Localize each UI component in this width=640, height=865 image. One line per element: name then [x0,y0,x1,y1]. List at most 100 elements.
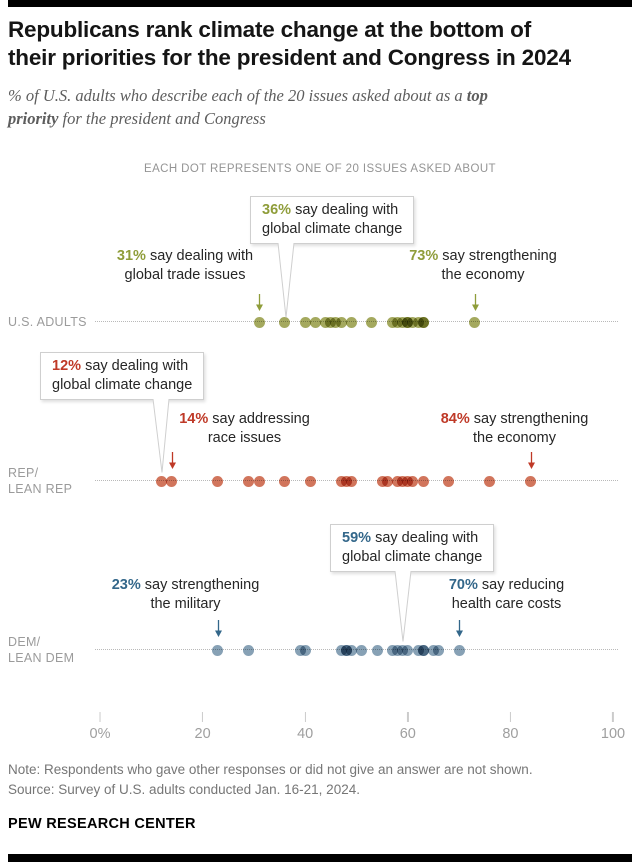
subtitle-bold: priority [8,109,59,128]
annotation-arrow-dem-health [455,620,463,637]
row-label-text: DEM/ [8,635,41,649]
dot-dem-49 [345,644,357,656]
dot-rep-49 [345,475,357,487]
callout-text: say dealing with [295,202,399,218]
dot-us-adults-36 [279,316,291,328]
x-axis: 0% 20 40 60 80 100 [0,712,640,752]
callout-tail-dem-climate [394,571,412,642]
subtitle: % of U.S. adults who describe each of th… [8,84,488,130]
annotation-arrow-rep-race [168,452,176,469]
annotation-text: the economy [472,430,557,446]
subtitle-bold: top [466,86,488,105]
dot-dem-63 [417,644,429,656]
axis-tick-mark [509,712,512,722]
annotation-text: say strengthening [442,248,557,264]
footnote: Note: Respondents who gave other respons… [8,762,533,777]
annotation-rep-economy: 84% say strengthening the economy [432,410,597,448]
subtitle-text: for the president and Congress [58,109,266,128]
row-label-text: LEAN REP [8,481,73,496]
axis-tick-mark [99,712,101,722]
annotation-pct: 70% [448,577,478,593]
dot-rep-14 [166,475,178,487]
annotation-text: say strengthening [144,577,260,593]
source-note: Source: Survey of U.S. adults conducted … [8,782,360,797]
callout-text: global climate change [52,377,193,393]
dot-rep-36 [279,475,291,487]
callout-tail-us-climate [277,243,295,318]
subtitle-text: % of U.S. adults who describe each of th… [8,86,467,105]
dot-rep-29 [243,475,255,487]
dot-us-adults-42 [309,316,321,328]
annotation-us-economy: 73% say strengthening the economy [398,247,568,285]
dot-us-adults-47 [335,316,347,328]
axis-tick-label: 0% [89,726,111,742]
dot-us-adults-49 [345,316,357,328]
axis-tick-mark [201,712,204,722]
axis-tick-label: 60 [399,726,416,742]
title-line-1: Republicans rank climate change at the b… [8,17,531,42]
dot-dem-51 [356,644,368,656]
callout-dem-climate: 59% say dealing with global climate chang… [330,524,495,572]
axis-tick-label: 100 [600,726,626,742]
callout-rep-climate: 12% say dealing with global climate chang… [40,352,205,400]
axis-tick-80: 80 [502,712,518,742]
annotation-text: the military [150,596,221,612]
dot-dem-54 [371,644,383,656]
dot-us-adults-40 [299,316,311,328]
annotation-text: global trade issues [124,267,246,283]
annotation-arrow-dem-military [214,620,222,637]
dot-dem-70 [453,644,465,656]
annotation-dem-military: 23% say strengthening the military [103,576,268,614]
annotation-text: say dealing with [149,248,254,264]
annotation-arrow-rep-economy [527,452,535,469]
annotation-text: say strengthening [473,411,589,427]
callout-pct: 59% [342,530,372,546]
axis-tick-label: 40 [297,726,314,742]
annotation-text: race issues [207,430,282,446]
dot-rep-12 [156,475,168,487]
annotation-pct: 14% [179,411,209,427]
annotation-dem-health: 70% say reducing health care costs [424,576,589,614]
annotation-text: say reducing [481,577,565,593]
callout-us-climate: 36% say dealing with global climate chang… [250,196,415,244]
dot-us-adults-53 [366,316,378,328]
chart-caption: EACH DOT REPRESENTS ONE OF 20 ISSUES ASK… [144,163,496,175]
annotation-pct: 23% [111,577,141,593]
dot-rep-68 [443,475,455,487]
annotation-rep-race: 14% say addressing race issues [162,410,327,448]
annotation-pct: 31% [116,248,146,264]
dot-rep-31 [253,475,265,487]
row-label-text: REP/ [8,466,39,480]
dot-rep-84 [525,475,537,487]
axis-tick-40: 40 [297,712,313,742]
top-bar [8,0,632,7]
dot-dem-60 [402,644,414,656]
annotation-us-trade: 31% say dealing with global trade issues [100,247,270,285]
dot-rep-61 [407,475,419,487]
callout-pct: 36% [262,202,292,218]
callout-text: say dealing with [375,530,479,546]
axis-tick-mark [407,712,409,722]
row-label-text: LEAN DEM [8,650,75,665]
axis-tick-100: 100 [601,712,625,742]
annotation-arrow-us-economy [471,294,479,311]
axis-tick-0: 0% [89,712,111,742]
annotation-arrow-us-trade [255,294,263,311]
axis-tick-mark [304,712,306,722]
dot-rep-63 [417,475,429,487]
annotation-text: the economy [441,267,525,283]
page-title: Republicans rank climate change at the b… [8,16,571,72]
callout-tail-rep-climate [152,399,170,473]
axis-tick-label: 20 [194,726,211,742]
dot-us-adults-63 [417,316,429,328]
annotation-pct: 73% [409,248,439,264]
dot-dem-23 [212,644,224,656]
dot-rep-41 [304,475,316,487]
axis-tick-mark [612,712,614,722]
axis-tick-60: 60 [400,712,416,742]
annotation-text: say addressing [212,411,310,427]
dot-rep-76 [484,475,496,487]
dot-rep-23 [212,475,224,487]
dot-us-adults-31 [253,316,265,328]
annotation-text: health care costs [451,596,562,612]
